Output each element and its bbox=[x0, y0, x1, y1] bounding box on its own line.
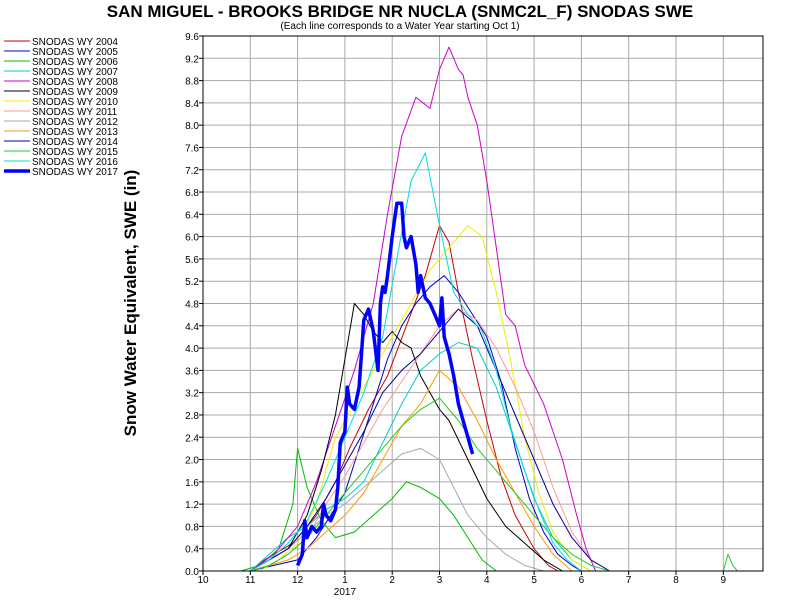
y-tick-label: 6.4 bbox=[185, 210, 199, 221]
series-line bbox=[249, 225, 559, 572]
y-tick-label: 0.8 bbox=[185, 522, 199, 533]
y-tick-label: 7.6 bbox=[185, 143, 199, 154]
chart-subtitle-text: (Each line corresponds to a Water Year s… bbox=[280, 21, 520, 32]
x-tick-label: 10 bbox=[197, 575, 209, 586]
y-tick-label: 6.8 bbox=[185, 188, 199, 199]
y-tick-label: 7.2 bbox=[185, 166, 199, 177]
legend-label: SNODAS WY 2006 bbox=[32, 57, 118, 68]
y-tick-label: 2.4 bbox=[185, 433, 199, 444]
x-tick-label: 11 bbox=[245, 575, 256, 586]
legend-label: SNODAS WY 2014 bbox=[32, 137, 118, 148]
y-tick-label: 5.6 bbox=[185, 255, 199, 266]
y-tick-label: 8.0 bbox=[185, 121, 199, 132]
legend-label: SNODAS WY 2007 bbox=[32, 67, 118, 78]
chart-title: SAN MIGUEL - BROOKS BRIDGE NR NUCLA (SNM… bbox=[106, 2, 694, 21]
y-tick-label: 4.0 bbox=[185, 344, 199, 355]
legend-label: SNODAS WY 2011 bbox=[32, 107, 118, 118]
x-tick-label: 12 bbox=[292, 575, 304, 586]
series-line bbox=[250, 152, 582, 572]
legend-label: SNODAS WY 2009 bbox=[32, 87, 118, 98]
series-line bbox=[250, 303, 563, 572]
plot-frame bbox=[202, 35, 764, 572]
x-tick-label: 5 bbox=[531, 575, 537, 586]
y-tick-label: 0.0 bbox=[185, 567, 199, 578]
x-tick-label: 9 bbox=[721, 575, 727, 586]
x-tick-label: 7 bbox=[626, 575, 632, 586]
y-tick-label: 5.2 bbox=[185, 277, 199, 288]
y-tick-label: 9.6 bbox=[185, 32, 199, 43]
y-tick-label: 8.4 bbox=[185, 99, 199, 110]
legend-label: SNODAS WY 2012 bbox=[32, 117, 118, 128]
y-tick-label: 6.0 bbox=[185, 233, 199, 244]
x-tick-label: 3 bbox=[437, 575, 443, 586]
x-tick-year-label: 2017 bbox=[334, 587, 357, 598]
y-axis: 0.0 0.4 0.8 1.2 1.6 2.0 2.4 2.8 3.2 3.6 4.0 4.4 4.8 5… bbox=[185, 32, 203, 578]
legend-label: SNODAS WY 2013 bbox=[32, 127, 118, 138]
y-tick-label: 9.2 bbox=[185, 54, 199, 65]
series-line bbox=[259, 225, 592, 572]
y-tick-label: 3.6 bbox=[185, 366, 199, 377]
legend-label: SNODAS WY 2010 bbox=[32, 97, 118, 108]
x-tick-label: 6 bbox=[579, 575, 585, 586]
y-tick-label: 0.4 bbox=[185, 545, 199, 556]
series-line bbox=[240, 447, 497, 572]
legend-label: SNODAS WY 2004 bbox=[32, 37, 118, 48]
series-line bbox=[295, 201, 475, 567]
legend-label: SNODAS WY 2016 bbox=[32, 157, 118, 168]
grid bbox=[203, 36, 763, 571]
y-tick-label: 4.8 bbox=[185, 300, 199, 311]
y-axis-label: Snow Water Equivalent, SWE (in) bbox=[121, 170, 140, 437]
x-tick-label: 1 bbox=[342, 575, 348, 586]
y-tick-label: 2.8 bbox=[185, 411, 199, 422]
y-tick-label: 8.8 bbox=[185, 77, 199, 88]
y-tick-label: 1.2 bbox=[185, 500, 199, 511]
legend-label: SNODAS WY 2008 bbox=[32, 77, 118, 88]
chart-subtitle: (Each line corresponds to a Water Year s… bbox=[0, 21, 800, 32]
y-tick-label: 1.6 bbox=[185, 478, 199, 489]
x-tick-label: 4 bbox=[484, 575, 490, 586]
x-tick-label: 2 bbox=[389, 575, 395, 586]
legend-label: SNODAS WY 2017 bbox=[32, 167, 118, 178]
series-line bbox=[250, 46, 597, 572]
legend-label: SNODAS WY 2005 bbox=[32, 47, 118, 58]
y-tick-label: 4.4 bbox=[185, 322, 199, 333]
y-tick-label: 3.2 bbox=[185, 389, 199, 400]
legend-label: SNODAS WY 2015 bbox=[32, 147, 118, 158]
series-line bbox=[250, 275, 582, 572]
series-line bbox=[250, 308, 611, 572]
x-tick-label: 8 bbox=[673, 575, 679, 586]
y-tick-label: 2.0 bbox=[185, 456, 199, 467]
series-line bbox=[250, 447, 544, 572]
